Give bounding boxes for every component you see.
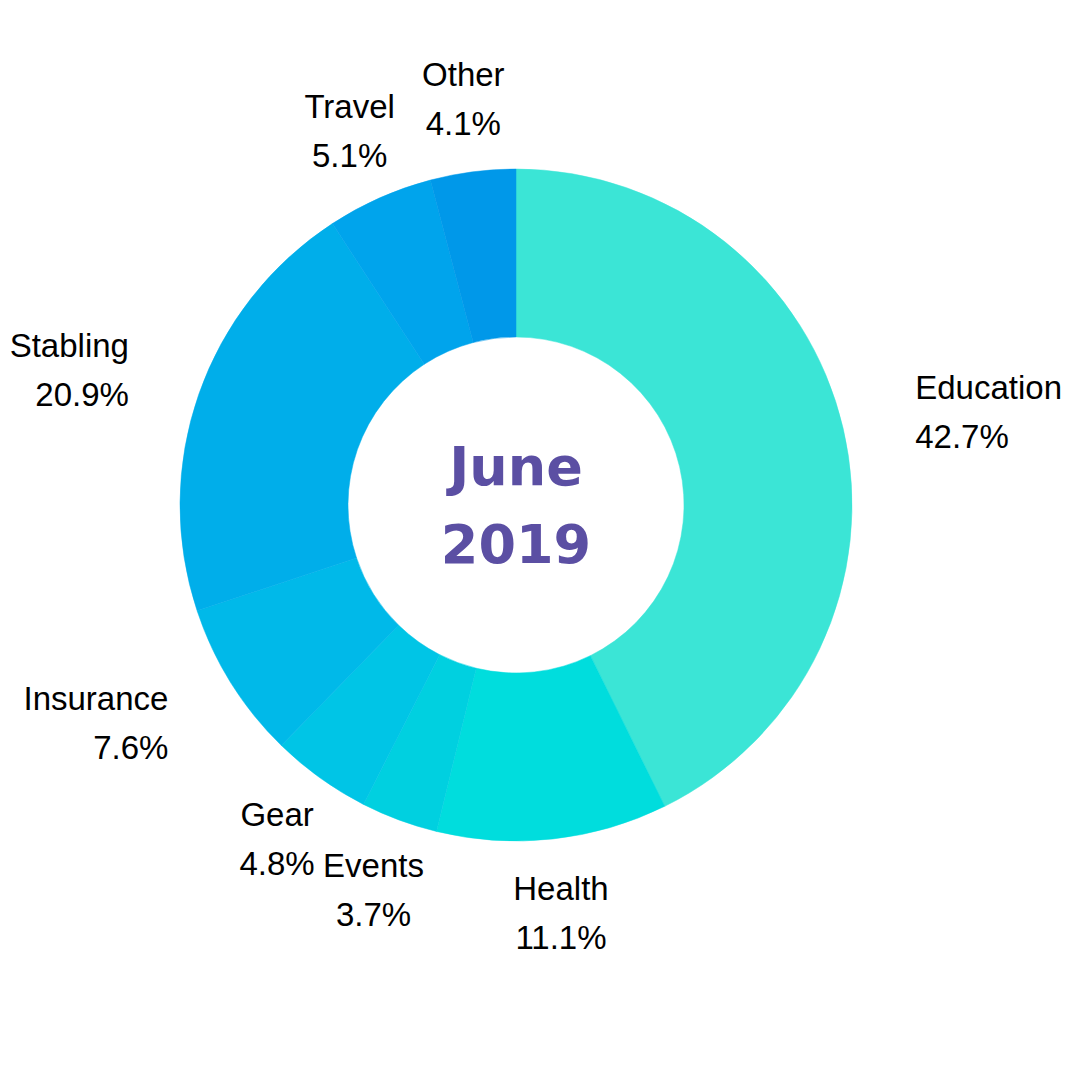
slices bbox=[180, 169, 852, 841]
labels: Education 42.7% Health 11.1% Events 3.7% Gear 4… bbox=[10, 56, 1062, 956]
value-label: 5.1% bbox=[312, 137, 387, 174]
category-label: Gear bbox=[240, 796, 313, 833]
category-label: Travel bbox=[304, 88, 394, 125]
value-label: 3.7% bbox=[336, 896, 411, 933]
title: June 2019 bbox=[441, 435, 591, 576]
slice bbox=[430, 169, 516, 343]
value-label: 20.9% bbox=[35, 376, 129, 413]
category-label: Stabling bbox=[10, 327, 129, 364]
value-label: 4.1% bbox=[426, 105, 501, 142]
title-line: 2019 bbox=[441, 513, 591, 576]
chart-svg: Education 42.7% Health 11.1% Events 3.7% Gear 4… bbox=[0, 0, 1080, 1080]
value-label: 42.7% bbox=[915, 418, 1009, 455]
category-label: Insurance bbox=[24, 680, 169, 717]
value-label: 11.1% bbox=[515, 919, 606, 956]
category-label: Other bbox=[422, 56, 505, 93]
value-label: 4.8% bbox=[239, 845, 314, 882]
chart-container: Education 42.7% Health 11.1% Events 3.7% Gear 4… bbox=[0, 0, 1080, 1080]
category-label: Education bbox=[915, 369, 1062, 406]
category-label: Health bbox=[513, 870, 608, 907]
title-line: June bbox=[445, 435, 583, 498]
category-label: Events bbox=[323, 847, 424, 884]
value-label: 7.6% bbox=[93, 729, 168, 766]
